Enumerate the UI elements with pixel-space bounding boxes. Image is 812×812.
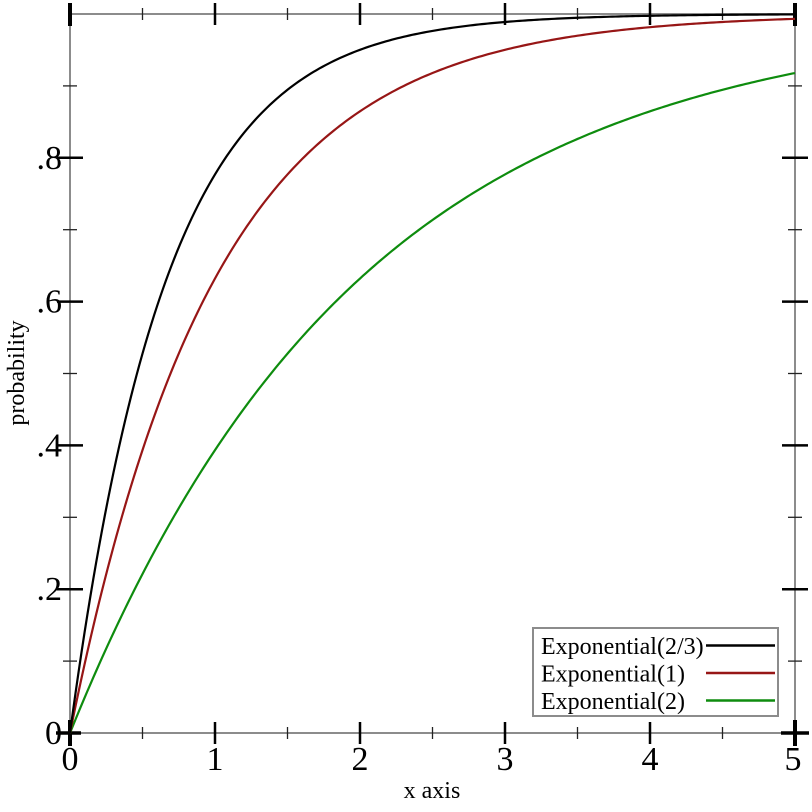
plot-frame xyxy=(69,13,796,734)
y-tick-label: .4 xyxy=(37,427,63,464)
legend-box: Exponential(2/3)Exponential(1)Exponentia… xyxy=(532,627,779,717)
x-tick-label: 2 xyxy=(352,741,369,778)
legend-entry-label: Exponential(2/3) xyxy=(541,634,704,660)
x-tick-label: 5 xyxy=(785,741,802,778)
x-tick-label: 4 xyxy=(642,741,659,778)
y-tick-label: 0 xyxy=(45,715,62,752)
data-curves xyxy=(68,13,796,734)
x-axis-title: x axis xyxy=(404,778,461,804)
legend-entry-label: Exponential(1) xyxy=(541,662,685,688)
y-tick-label: .6 xyxy=(37,284,63,321)
tick-labels: 0 1 2 3 4 5 0 .2 .4 .6 .8 xyxy=(37,140,802,778)
x-tick-label: 3 xyxy=(497,741,514,778)
x-tick-label: 0 xyxy=(62,741,79,778)
y-tick-label: .2 xyxy=(37,571,63,608)
cdf-curve-exponential-2-3- xyxy=(68,13,796,734)
y-tick-label: .8 xyxy=(37,140,63,177)
major-ticks xyxy=(56,3,809,746)
cdf-curve-exponential-1- xyxy=(68,17,796,734)
y-axis-title: probability xyxy=(4,320,30,425)
legend-entry-label: Exponential(2) xyxy=(541,689,685,715)
x-tick-label: 1 xyxy=(207,741,224,778)
cdf-curve-exponential-2- xyxy=(68,71,796,734)
